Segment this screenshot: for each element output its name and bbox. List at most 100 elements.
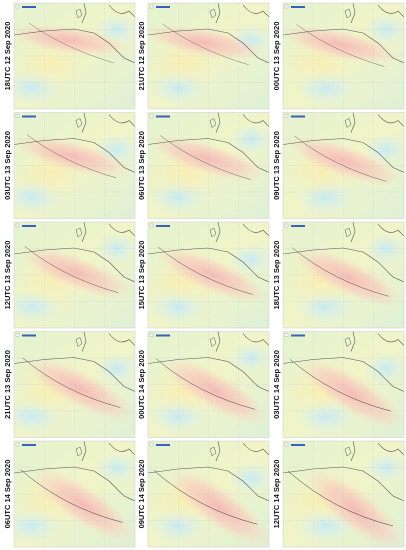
island [75,118,83,128]
map-panel [148,3,269,109]
panel-label: 18UTC 13 Sep 2020 [272,241,281,310]
panel-border [13,2,136,110]
logo [284,4,289,9]
logo [284,223,289,228]
coastline [283,247,404,283]
map-panel [283,331,404,438]
logo [149,333,154,337]
panel-border [147,2,270,110]
island [209,227,217,238]
island [209,446,217,457]
map-panel [14,331,135,438]
map-panel [148,222,269,328]
panel-label: 09UTC 13 Sep 2020 [272,131,281,200]
cyclone-track [157,246,254,295]
pink-band [305,468,404,547]
cyclone-track [28,22,115,64]
logo [291,444,305,446]
map-panel [148,331,269,438]
cyclone-track [20,469,123,523]
logo [15,4,20,9]
cloud-cyan [363,232,404,265]
pink-band [154,246,269,304]
cloud-cyan [363,352,404,385]
pink-band [283,25,401,65]
logo [284,442,289,447]
panel-label: 21UTC 12 Sep 2020 [137,22,146,91]
panel-border [147,331,270,438]
logo [149,4,154,9]
island [344,337,352,347]
coastline [81,112,135,133]
map-panel [148,441,269,547]
coastline [81,441,135,462]
coastline [14,138,135,173]
coastline [350,3,404,24]
logo [15,114,20,118]
logo [15,442,20,447]
panel-label: 00UTC 13 Sep 2020 [272,22,281,91]
logo [291,225,305,227]
coastline [148,138,269,173]
panel-label: 03UTC 13 Sep 2020 [3,131,12,200]
panel-label: 00UTC 14 Sep 2020 [137,350,146,419]
coastline [81,3,135,24]
coastline [14,466,135,502]
island [75,446,83,457]
cyclone-track [159,135,251,180]
panel-border [282,221,405,329]
map-panel [14,222,135,328]
pink-band [297,357,404,430]
pink-band [284,135,403,187]
map-panel [283,3,404,109]
map-panel [14,112,135,219]
island [344,446,352,457]
coastline [148,357,269,392]
logo [22,444,36,446]
logo [156,115,170,118]
coastline [148,466,269,502]
panel-label: 06UTC 13 Sep 2020 [137,131,146,200]
coastline [215,222,269,243]
logo [156,6,170,8]
cloud-cyan [94,352,135,385]
panel-label: 03UTC 14 Sep 2020 [272,350,281,419]
coastline [148,28,269,64]
cyclone-track [26,134,117,179]
cyclone-track [153,470,258,525]
logo [156,444,170,446]
panel-border [13,221,136,329]
island [344,227,352,238]
logo [291,334,305,337]
coastline [215,441,269,462]
panel-label: 18UTC 12 Sep 2020 [3,22,12,91]
island [209,8,217,19]
cyclone-track [296,24,385,67]
logo [15,333,20,337]
map-panel [283,441,404,547]
pink-band [148,135,268,182]
map-panel [148,112,269,219]
island [75,337,83,347]
panel-border [147,112,270,219]
island [209,337,217,347]
panel-border [13,112,136,219]
cyclone-track [24,246,119,293]
coastline [81,222,135,243]
logo [291,6,305,8]
cyclone-track [22,357,121,408]
panel-border [282,440,405,548]
coastline [283,357,404,392]
logo [15,223,20,228]
island [344,8,352,19]
panel-label: 12UTC 14 Sep 2020 [272,460,281,529]
map-panel [283,222,404,328]
panel-border [282,2,405,110]
pink-band [24,356,135,422]
island [75,227,83,238]
coastline [283,466,404,502]
logo [149,223,154,228]
logo [284,114,289,118]
cyclone-track [155,358,256,410]
pink-band [160,356,269,426]
